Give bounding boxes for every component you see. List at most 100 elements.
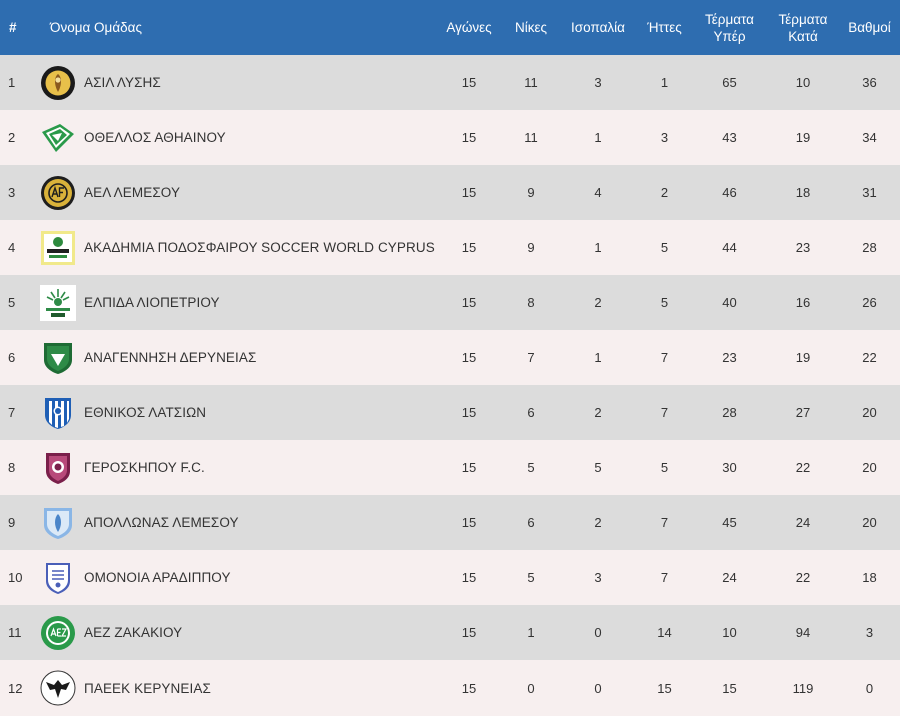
team-info: ΟΜΟΝΟΙΑ ΑΡΑΔΙΠΠΟΥ <box>40 560 435 596</box>
points-cell: 20 <box>862 515 877 530</box>
draws-cell: 1 <box>594 130 602 145</box>
losses-cell: 7 <box>660 570 669 585</box>
team-info: ΑΕΛ ΛΕΜΕΣΟΥ <box>40 175 435 211</box>
team-info: ΑΚΑΔΗΜΙΑ ΠΟΔΟΣΦΑΙΡΟΥ SOCCER WORLD CYPRUS <box>40 230 435 266</box>
table-body: 1 ΑΣΙΛ ΛΥΣΗΣ 15 11 3 1 65 10 36 2 ΟΘΕΛΛΟΣ ΑΘΗΑΙΝΟΥ… <box>0 55 900 716</box>
team-cell: ΑΝΑΓΕΝΝΗΣΗ ΔΕΡΥΝΕΙΑΣ <box>40 330 435 385</box>
team-name-link[interactable]: ΕΛΠΙΔΑ ΛΙΟΠΕΤΡΙΟΥ <box>84 295 220 310</box>
draws-cell: 3 <box>594 75 602 90</box>
table-row: 11 ΑΕΖ ΖΑΚΑΚΙΟΥ 15 1 0 14 10 94 3 <box>0 605 900 660</box>
goals-against-cell: 16 <box>795 295 811 310</box>
team-name-link[interactable]: ΕΘΝΙΚΟΣ ΛΑΤΣΙΩΝ <box>84 405 207 420</box>
goals-for-cell: 45 <box>722 515 737 530</box>
team-info: ΕΘΝΙΚΟΣ ΛΑΤΣΙΩΝ <box>40 395 435 431</box>
header-wins[interactable]: Νίκες <box>514 20 548 35</box>
wins-cell: 8 <box>527 295 535 310</box>
played-cell: 15 <box>461 460 477 475</box>
points-cell: 20 <box>862 460 877 475</box>
team-name-link[interactable]: ΑΝΑΓΕΝΝΗΣΗ ΔΕΡΥΝΕΙΑΣ <box>84 350 257 365</box>
played-cell: 15 <box>461 680 477 696</box>
team-name-link[interactable]: ΑΠΟΛΛΩΝΑΣ ΛΕΜΕΣΟΥ <box>84 515 239 530</box>
team-cell: ΕΛΠΙΔΑ ΛΙΟΠΕΤΡΙΟΥ <box>40 275 435 330</box>
position-cell: 8 <box>8 460 16 475</box>
header-played[interactable]: Αγώνες <box>446 20 492 35</box>
team-cell: ΑΚΑΔΗΜΙΑ ΠΟΔΟΣΦΑΙΡΟΥ SOCCER WORLD CYPRUS <box>40 220 435 275</box>
team-name-link[interactable]: ΠΑΕΕΚ ΚΕΡΥΝΕΙΑΣ <box>84 680 211 696</box>
paeek-crest-icon <box>40 670 76 706</box>
header-position[interactable]: # <box>9 20 17 35</box>
goals-against-cell: 19 <box>795 350 811 365</box>
team-cell: ΑΕΛ ΛΕΜΕΣΟΥ <box>40 165 435 220</box>
team-cell: ΠΑΕΕΚ ΚΕΡΥΝΕΙΑΣ <box>40 660 435 716</box>
table-row: 6 ΑΝΑΓΕΝΝΗΣΗ ΔΕΡΥΝΕΙΑΣ 15 7 1 7 23 19 22 <box>0 330 900 385</box>
points-cell: 26 <box>862 295 877 310</box>
goals-for-cell: 30 <box>722 460 737 475</box>
draws-cell: 0 <box>594 625 602 640</box>
team-name-link[interactable]: ΟΘΕΛΛΟΣ ΑΘΗΑΙΝΟΥ <box>84 130 226 145</box>
losses-cell: 3 <box>660 130 669 145</box>
played-cell: 15 <box>461 405 477 420</box>
wins-cell: 11 <box>524 130 538 145</box>
losses-cell: 15 <box>657 680 672 696</box>
team-name-link[interactable]: ΓΕΡΟΣΚΗΠΟΥ F.C. <box>84 460 205 475</box>
table-row: 1 ΑΣΙΛ ΛΥΣΗΣ 15 11 3 1 65 10 36 <box>0 55 900 110</box>
team-name-link[interactable]: ΟΜΟΝΟΙΑ ΑΡΑΔΙΠΠΟΥ <box>84 570 231 585</box>
goals-for-cell: 23 <box>722 350 737 365</box>
team-cell: ΟΘΕΛΛΟΣ ΑΘΗΑΙΝΟΥ <box>40 110 435 165</box>
points-cell: 18 <box>862 570 877 585</box>
losses-cell: 7 <box>660 515 669 530</box>
played-cell: 15 <box>461 570 477 585</box>
position-cell: 4 <box>8 240 16 255</box>
table-row: 2 ΟΘΕΛΛΟΣ ΑΘΗΑΙΝΟΥ 15 11 1 3 43 19 34 <box>0 110 900 165</box>
team-name-link[interactable]: ΑΕΛ ΛΕΜΕΣΟΥ <box>84 185 181 200</box>
position-cell: 5 <box>8 295 16 310</box>
goals-for-cell: 44 <box>722 240 737 255</box>
losses-cell: 1 <box>660 75 669 90</box>
draws-cell: 2 <box>594 515 602 530</box>
position-cell: 1 <box>8 75 16 90</box>
team-name-link[interactable]: ΑΚΑΔΗΜΙΑ ΠΟΔΟΣΦΑΙΡΟΥ SOCCER WORLD CYPRUS <box>84 240 435 255</box>
draws-cell: 0 <box>594 680 602 696</box>
losses-cell: 5 <box>660 295 669 310</box>
team-info: ΠΑΕΕΚ ΚΕΡΥΝΕΙΑΣ <box>40 670 435 706</box>
header-goals-against[interactable]: Τέρματα Κατά <box>778 11 828 44</box>
header-team-name[interactable]: Όνομα Ομάδας <box>50 20 142 35</box>
team-info: ΑΣΙΛ ΛΥΣΗΣ <box>40 65 435 101</box>
position-cell: 11 <box>8 625 22 640</box>
points-cell: 28 <box>862 240 877 255</box>
points-cell: 3 <box>865 625 874 640</box>
goals-for-cell: 28 <box>722 405 737 420</box>
header-losses[interactable]: Ήττες <box>647 20 682 35</box>
wins-cell: 1 <box>527 625 535 640</box>
header-draws[interactable]: Ισοπαλία <box>571 20 625 35</box>
header-goals-for[interactable]: Τέρματα Υπέρ <box>705 11 754 44</box>
position-cell: 2 <box>8 130 16 145</box>
team-name-link[interactable]: ΑΣΙΛ ΛΥΣΗΣ <box>84 75 161 90</box>
wins-cell: 5 <box>527 460 535 475</box>
goals-for-cell: 24 <box>722 570 737 585</box>
omonia-aradippou-crest-icon <box>40 560 76 596</box>
losses-cell: 5 <box>660 240 669 255</box>
losses-cell: 14 <box>657 625 672 640</box>
draws-cell: 1 <box>594 240 602 255</box>
table-row: 9 ΑΠΟΛΛΩΝΑΣ ΛΕΜΕΣΟΥ 15 6 2 7 45 24 20 <box>0 495 900 550</box>
points-cell: 20 <box>862 405 877 420</box>
goals-for-cell: 15 <box>722 680 737 696</box>
header-points[interactable]: Βαθμοί <box>848 20 891 35</box>
team-cell: ΕΘΝΙΚΟΣ ΛΑΤΣΙΩΝ <box>40 385 435 440</box>
table-row: 8 ΓΕΡΟΣΚΗΠΟΥ F.C. 15 5 5 5 30 22 20 <box>0 440 900 495</box>
goals-for-cell: 46 <box>722 185 737 200</box>
points-cell: 36 <box>862 75 877 90</box>
goals-for-cell: 40 <box>722 295 737 310</box>
team-name-link[interactable]: ΑΕΖ ΖΑΚΑΚΙΟΥ <box>84 625 183 640</box>
table-row: 12 ΠΑΕΕΚ ΚΕΡΥΝΕΙΑΣ 15 0 0 15 15 119 0 <box>0 660 900 716</box>
draws-cell: 2 <box>594 405 602 420</box>
othellos-crest-icon <box>40 120 76 156</box>
ethnikos-crest-icon <box>40 395 76 431</box>
soccer-world-crest-icon <box>40 230 76 266</box>
draws-cell: 2 <box>594 295 602 310</box>
draws-cell: 5 <box>594 460 602 475</box>
goals-against-cell: 94 <box>795 625 811 640</box>
table-row: 7 ΕΘΝΙΚΟΣ ΛΑΤΣΙΩΝ 15 6 2 7 28 27 20 <box>0 385 900 440</box>
